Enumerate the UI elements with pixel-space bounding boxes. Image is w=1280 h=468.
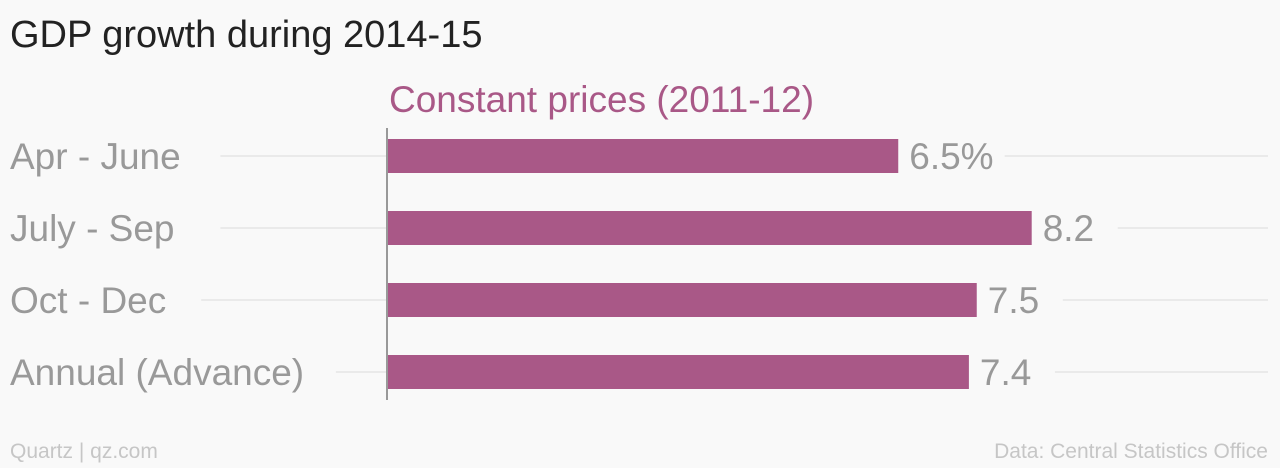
bar: [388, 139, 899, 173]
value-labels: 6.5% 8.27.5 7.4: [909, 136, 1094, 393]
bar: [388, 283, 977, 317]
footer-source: Data: Central Statistics Office: [994, 440, 1268, 463]
value-label: 6.5%: [909, 136, 993, 177]
category-label: July - Sep: [10, 208, 175, 249]
value-label: 7.4: [980, 352, 1031, 393]
category-label: Apr - June: [10, 136, 181, 177]
bar: [388, 211, 1032, 245]
value-label: 7.5: [988, 280, 1039, 321]
bars: [388, 139, 1032, 389]
category-label: Annual (Advance): [10, 352, 304, 393]
chart-title: GDP growth during 2014-15: [10, 14, 483, 56]
bar: [388, 355, 969, 389]
footer-brand: Quartz | qz.com: [10, 440, 158, 463]
category-labels: Apr - June July - Sep Oct - Dec Annual (Adv…: [10, 136, 304, 393]
value-label: 8.2: [1043, 208, 1094, 249]
category-label: Oct - Dec: [10, 280, 166, 321]
series-label: Constant prices (2011-12): [389, 79, 814, 120]
gridlines: [201, 155, 1268, 373]
